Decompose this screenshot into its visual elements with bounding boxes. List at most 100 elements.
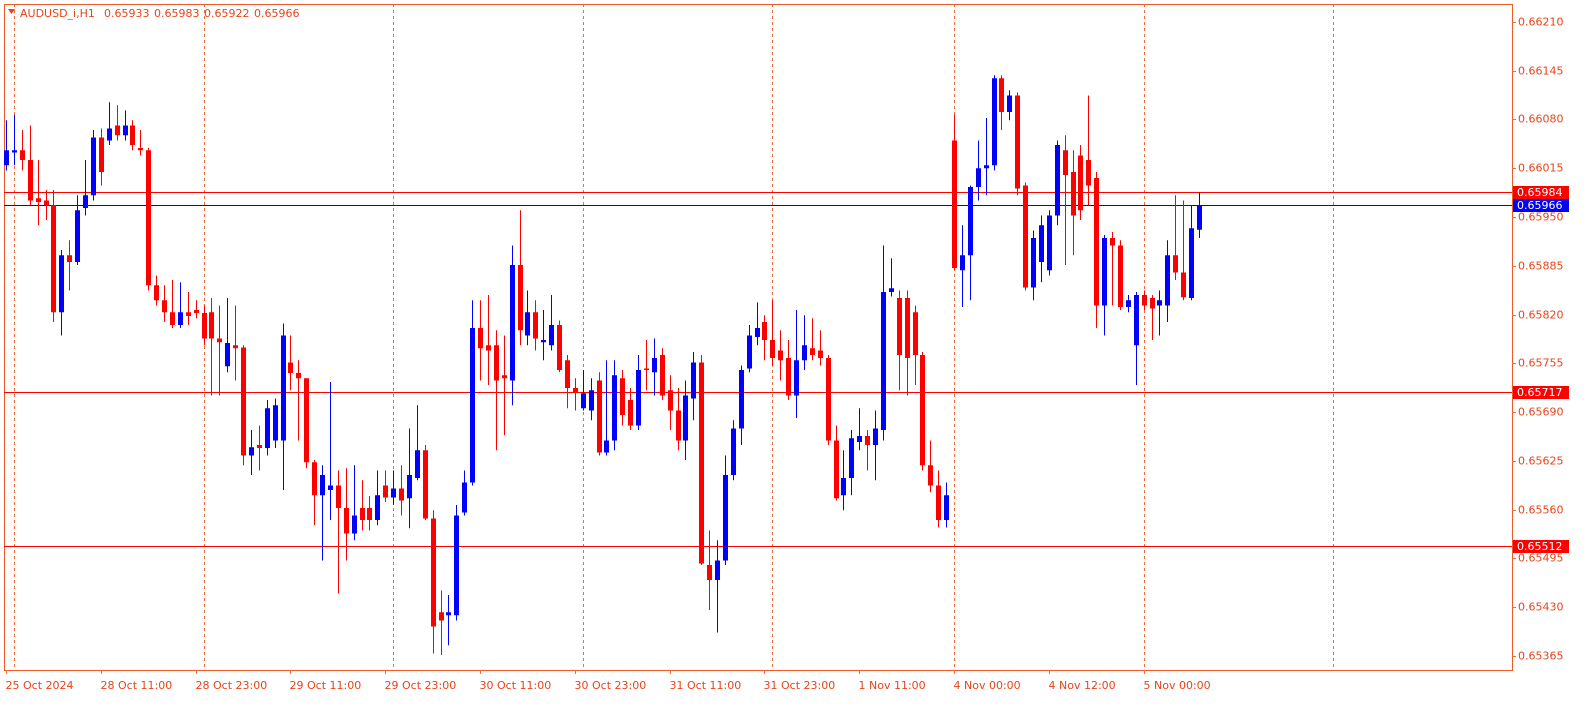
y-tick-label: 0.65365 — [1518, 650, 1564, 663]
candle-body — [1047, 215, 1052, 271]
candle-body — [928, 465, 933, 486]
candle-body — [1142, 295, 1147, 306]
candle-body — [739, 370, 744, 429]
candle-body — [91, 137, 96, 196]
candle-body — [857, 436, 862, 442]
candle-body — [1063, 150, 1068, 175]
candle-body — [288, 362, 293, 373]
candle-body — [992, 78, 997, 166]
candle-body — [233, 345, 238, 349]
candle-body — [699, 362, 704, 564]
candle-body — [162, 300, 167, 313]
candle-body — [257, 445, 262, 448]
candle-body — [1055, 145, 1060, 216]
candle-body — [683, 395, 688, 441]
candle-body — [146, 150, 151, 286]
y-tick-label: 0.65950 — [1518, 211, 1564, 224]
candle-body — [628, 400, 633, 426]
level-label-box — [1513, 386, 1569, 399]
level-label-box — [1513, 540, 1569, 553]
candle-body — [762, 322, 767, 340]
candle-body — [328, 485, 333, 490]
candle-body — [1118, 245, 1123, 307]
candle-body — [265, 408, 270, 448]
x-tick-label: 31 Oct 23:00 — [764, 679, 836, 692]
candle-body — [691, 362, 696, 399]
candle-body — [841, 478, 846, 496]
candle-body — [241, 347, 246, 456]
y-tick-label: 0.66080 — [1518, 113, 1564, 126]
candle-body — [755, 328, 760, 337]
candle-body — [478, 328, 483, 349]
candle-body — [320, 475, 325, 496]
y-tick-label: 0.65755 — [1518, 357, 1564, 370]
candle-body — [36, 198, 41, 202]
menu-triangle[interactable] — [8, 9, 15, 14]
candle-body — [502, 375, 507, 379]
candle-body — [1039, 225, 1044, 262]
candle-body — [936, 485, 941, 520]
candle-body — [115, 125, 120, 136]
candle-body — [273, 405, 278, 441]
candle-body — [12, 150, 17, 153]
last-low: 0.65922 — [204, 7, 250, 20]
candle-body — [731, 428, 736, 475]
candle-body — [44, 200, 49, 205]
y-tick-label: 0.66210 — [1518, 16, 1564, 29]
candle-body — [676, 410, 681, 441]
candle-body — [913, 312, 918, 355]
candle-body — [209, 312, 214, 339]
level-label: 0.65966 — [1517, 199, 1563, 212]
candle-body — [707, 565, 712, 580]
candle-body — [905, 298, 910, 358]
candle-body — [999, 78, 1004, 112]
axes: 0.66210 0.66145 0.66080 0.66015 0.65950 0.658… — [6, 16, 1569, 692]
candle-body — [312, 462, 317, 496]
level-label: 0.65512 — [1517, 540, 1563, 553]
candle-body — [723, 475, 728, 561]
candle-body — [826, 358, 831, 441]
y-tick-label: 0.65885 — [1518, 260, 1564, 273]
candle-body — [834, 440, 839, 499]
candles — [4, 75, 1202, 655]
candle-body — [138, 148, 143, 151]
candle-body — [225, 343, 230, 367]
candle-body — [778, 350, 783, 361]
candle-body — [620, 378, 625, 415]
candle-body — [360, 508, 365, 520]
candle-body — [4, 150, 9, 166]
candle-body — [446, 612, 451, 616]
x-tick-label: 29 Oct 11:00 — [290, 679, 362, 692]
candle-body — [202, 313, 207, 339]
candle-body — [1173, 255, 1178, 273]
candle-body — [541, 340, 546, 343]
candle-body — [178, 312, 183, 325]
y-tick-label: 0.65625 — [1518, 455, 1564, 468]
candle-body — [28, 160, 33, 201]
y-tick-label: 0.65560 — [1518, 504, 1564, 517]
candle-body — [952, 140, 957, 268]
level-label: 0.65984 — [1517, 186, 1563, 199]
candle-body — [249, 447, 254, 456]
y-tick-label: 0.65820 — [1518, 309, 1564, 322]
candle-body — [439, 612, 444, 621]
candle-body — [336, 485, 341, 508]
level-lines — [4, 192, 1512, 547]
x-tick-label: 5 Nov 00:00 — [1144, 679, 1211, 692]
candle-body — [99, 137, 104, 172]
last-close: 0.65966 — [254, 7, 300, 20]
candle-body — [960, 255, 965, 271]
candle-body — [123, 125, 128, 136]
candle-body — [636, 370, 641, 426]
candle-body — [1181, 272, 1186, 298]
candle-body — [383, 485, 388, 498]
candle-body — [154, 285, 159, 301]
x-tick-label: 1 Nov 11:00 — [859, 679, 926, 692]
candle-body — [1126, 300, 1131, 307]
candle-body — [612, 375, 617, 441]
candle-body — [186, 312, 191, 316]
candle-body — [423, 450, 428, 519]
candle-body — [1134, 295, 1139, 346]
candle-body — [20, 150, 25, 160]
candle-body — [589, 390, 594, 411]
